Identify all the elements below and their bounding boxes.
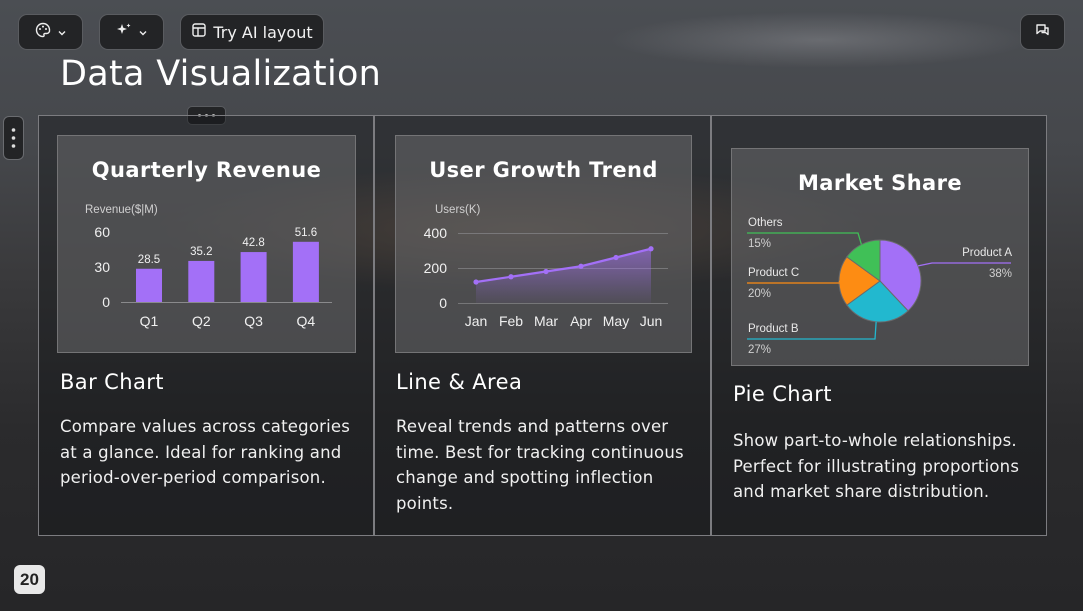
card-title: Line & Area (396, 370, 523, 394)
data-point (473, 279, 479, 285)
y-tick-label: 0 (102, 294, 110, 310)
card-description: Show part-to-whole relationships. Perfec… (733, 431, 1020, 501)
bar-chart: Quarterly Revenue Revenue($|M) 0 30 60 28.5 Q… (57, 135, 356, 353)
chevron-down-icon (138, 23, 148, 42)
data-point (543, 268, 549, 275)
data-label: 42.8 (242, 237, 264, 249)
line-chart: User Growth Trend Users(K) 0 200 400 Jan Feb M… (395, 135, 692, 353)
bar (188, 260, 215, 302)
data-label: 51.6 (295, 227, 317, 239)
bar (136, 268, 162, 302)
area-fill (476, 248, 651, 303)
x-tick-label: Mar (534, 313, 558, 329)
leader-line (747, 232, 863, 245)
page-number-badge: 20 (14, 565, 45, 594)
x-tick-label: Jun (640, 313, 663, 329)
chart-title: Quarterly Revenue (91, 158, 322, 182)
ai-menu-button[interactable] (99, 14, 164, 50)
chart-title: User Growth Trend (429, 158, 658, 182)
chevron-down-icon (57, 23, 67, 42)
line-chart-plot: Users(K) 0 200 400 Jan Feb Mar Apr May Jun (424, 204, 668, 329)
try-ai-layout-button[interactable]: Try AI layout (180, 14, 324, 50)
slice-label: Product C (748, 267, 799, 279)
slice-label: Others (748, 217, 783, 229)
line-chart-card[interactable]: User Growth Trend Users(K) 0 200 400 Jan Feb M… (374, 115, 711, 536)
x-tick-label: May (603, 313, 629, 329)
slice-percent: 27% (748, 344, 771, 356)
leader-line (747, 321, 877, 340)
x-tick-label: Q2 (192, 313, 211, 329)
card-title: Pie Chart (733, 382, 832, 406)
leader-line (747, 280, 845, 284)
pie-chart-plot: Product A 38% Product B 27% Product C 20% Othe… (747, 217, 1012, 356)
data-label: 35.2 (190, 246, 212, 258)
pie-slice (879, 239, 922, 312)
card-title: Bar Chart (60, 370, 164, 394)
comment-icon (1034, 22, 1051, 43)
y-tick-label: 400 (424, 225, 448, 241)
x-tick-label: Q4 (297, 313, 316, 329)
y-axis-label: Users(K) (435, 204, 481, 216)
card-description: Reveal trends and patterns over time. Be… (396, 417, 684, 513)
y-tick-label: 30 (94, 259, 110, 275)
bar-chart-card[interactable]: Quarterly Revenue Revenue($|M) 0 30 60 28.5 Q… (38, 115, 374, 536)
data-label: 28.5 (138, 254, 160, 266)
bar (240, 252, 267, 302)
theme-button[interactable] (18, 14, 83, 50)
y-axis-label: Revenue($|M) (85, 204, 158, 216)
try-ai-layout-label: Try AI layout (213, 22, 313, 42)
bar-chart-plot: Revenue($|M) 0 30 60 28.5 Q1 35.2 Q2 42.8 Q3 51.6 Q… (85, 204, 332, 329)
pie-chart-card[interactable]: Market Share Product A 38% Product B 27% Pro… (711, 115, 1047, 536)
palette-icon (35, 22, 51, 42)
data-point (613, 254, 619, 261)
slice-percent: 20% (748, 288, 771, 300)
slice-label: Product A (962, 247, 1012, 259)
data-point (648, 246, 654, 252)
chart-title: Market Share (797, 171, 963, 195)
pie-chart: Market Share Product A 38% Product B 27% Pro… (731, 148, 1029, 366)
slice-percent: 15% (748, 238, 771, 250)
comment-button[interactable] (1020, 14, 1065, 50)
slice-label: Product B (748, 323, 799, 335)
data-point (578, 263, 584, 269)
data-point (508, 274, 514, 280)
y-tick-label: 60 (94, 224, 110, 240)
slice-percent: 38% (989, 268, 1012, 280)
layout-icon (191, 22, 207, 42)
x-tick-label: Feb (499, 313, 523, 329)
leader-line (917, 262, 1011, 267)
page-title: Data Visualization (60, 54, 382, 94)
x-tick-label: Q1 (140, 313, 159, 329)
series-line (475, 247, 652, 284)
x-tick-label: Apr (570, 313, 592, 329)
card-description: Compare values across categories at a gl… (60, 417, 351, 487)
side-drag-handle[interactable] (3, 116, 24, 160)
x-tick-label: Q3 (244, 313, 263, 329)
sparkle-icon (116, 22, 132, 42)
bar (292, 241, 319, 302)
pie-slice (838, 256, 881, 306)
y-tick-label: 200 (424, 260, 448, 276)
x-tick-label: Jan (465, 313, 488, 329)
y-tick-label: 0 (439, 295, 447, 311)
